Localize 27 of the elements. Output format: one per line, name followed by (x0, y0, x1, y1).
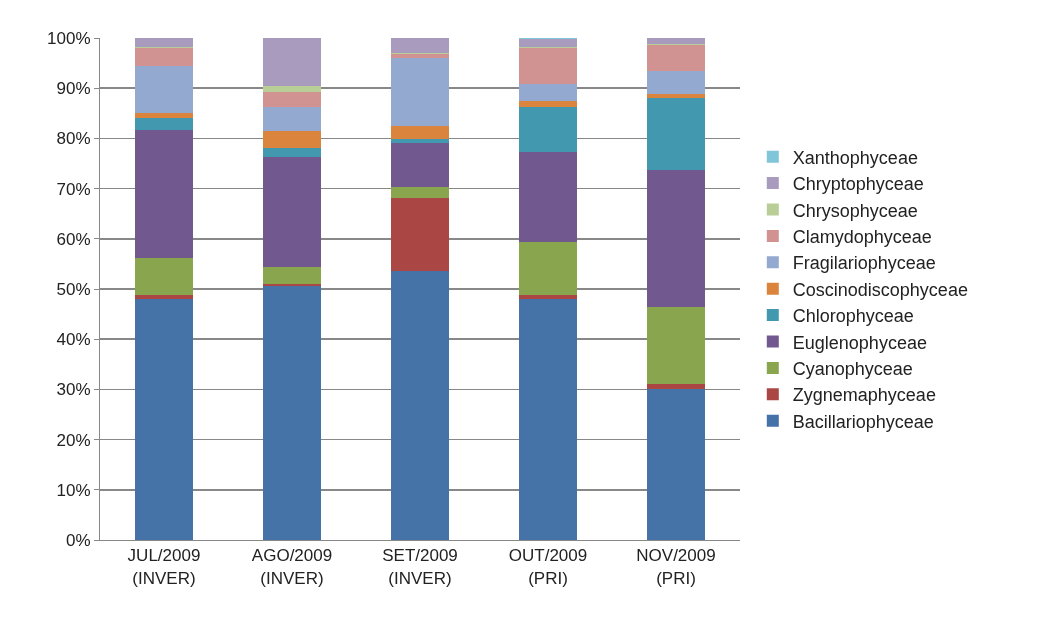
legend-label: Zygnemaphyceae (792, 385, 936, 406)
y-tick-label: 90% (56, 79, 91, 99)
y-tick-label: 30% (56, 380, 91, 400)
y-tick-label: 40% (56, 330, 91, 350)
y-tick-label: 20% (56, 430, 91, 450)
legend-label: Chryptophyceae (792, 174, 924, 195)
legend-label: Coscinodiscophyceae (792, 279, 968, 300)
x-tick-label: OUT/2009 (PRI) (508, 546, 588, 588)
y-tick-label: 60% (56, 229, 91, 249)
y-tick-label: 70% (56, 179, 91, 199)
y-tick-label: 80% (56, 129, 91, 149)
x-tick-label: SET/2009 (INVER) (382, 546, 458, 588)
y-tick-label: 10% (56, 480, 91, 500)
y-tick-label: 100% (47, 28, 91, 48)
legend-label: Euglenophyceae (792, 332, 927, 353)
legend-label: Xanthophyceae (792, 147, 918, 168)
x-tick-label: JUL/2009 (INVER) (127, 546, 201, 588)
legend-label: Fragilariophyceae (792, 253, 936, 274)
legend-label: Clamydophyceae (792, 226, 932, 247)
x-tick-label: AGO/2009 (INVER) (251, 546, 333, 588)
y-tick-label: 50% (56, 279, 91, 299)
y-tick-label: 0% (66, 530, 91, 550)
x-tick-label: NOV/2009 (PRI) (636, 546, 716, 588)
legend-label: Bacillariophyceae (792, 411, 934, 432)
legend-label: Cyanophyceae (792, 358, 913, 379)
legend-label: Chlorophyceae (792, 306, 914, 327)
legend-label: Chrysophyceae (792, 200, 918, 221)
